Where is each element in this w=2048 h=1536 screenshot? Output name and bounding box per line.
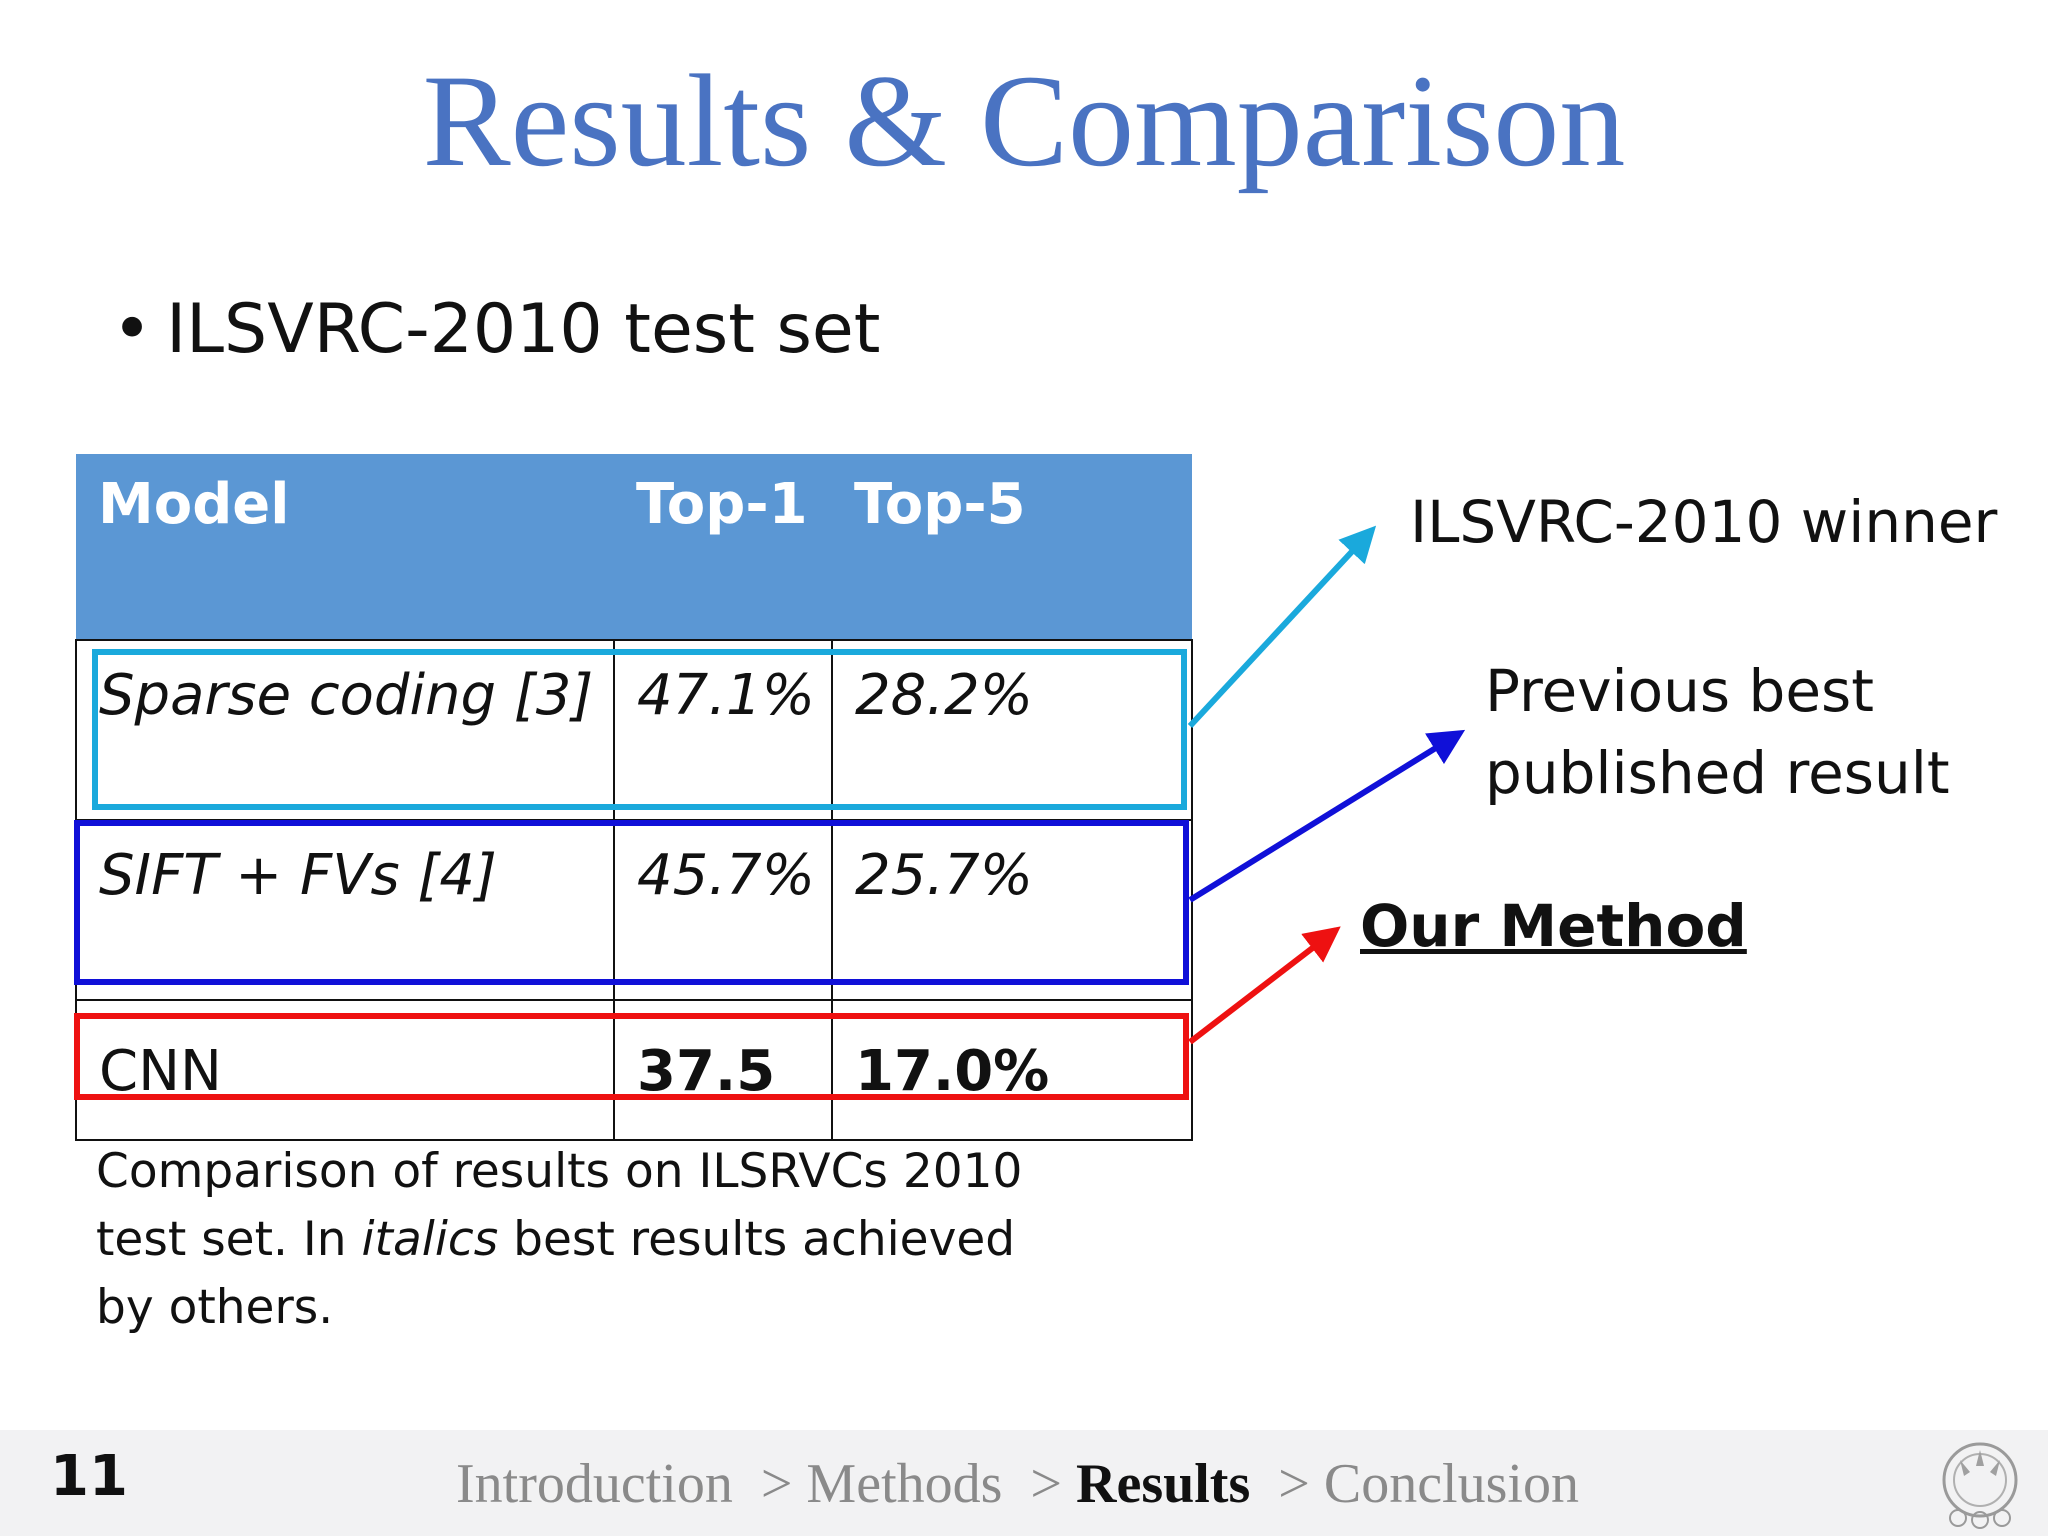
header-model: Model (76, 454, 614, 640)
slide-title: Results & Comparison (422, 47, 1626, 194)
cell-top1: 45.7% (613, 819, 833, 1001)
cell-top1: 47.1% (613, 639, 833, 821)
cell-top5: 25.7% (831, 819, 1193, 1001)
table-header-row: Model Top-1 Top-5 (76, 454, 1192, 640)
bullet-item: • ILSVRC-2010 test set (112, 290, 880, 369)
breadcrumb-results: Results (1076, 1453, 1251, 1515)
our-method-arrow (1188, 926, 1341, 1045)
table-row: SIFT + FVs [4] 45.7% 25.7% (75, 819, 1193, 1001)
cell-model: Sparse coding [3] (75, 639, 615, 821)
table-caption: Comparison of results on ILSRVCs 2010 te… (96, 1138, 1026, 1342)
caption-text-2: best results achieved by others. (96, 1212, 1016, 1335)
header-top1: Top-1 (614, 454, 832, 640)
table-row: CNN 37.5 17.0% (75, 999, 1193, 1141)
bullet-text: ILSVRC-2010 test set (166, 290, 881, 369)
caption-text-1: Comparison of results on ILSRVCs 2010 te… (96, 1144, 1023, 1267)
previous-best-line1: Previous best (1485, 657, 1875, 725)
cell-top5: 17.0% (831, 999, 1193, 1141)
cell-model: CNN (75, 999, 615, 1141)
previous-best-arrow (1188, 729, 1466, 903)
breadcrumb-separator: > (760, 1453, 793, 1515)
breadcrumb-introduction: Introduction (456, 1453, 733, 1515)
results-table: Model Top-1 Top-5 Sparse coding [3] 47.1… (75, 454, 1193, 1141)
breadcrumb: Introduction > Methods > Results > Conclusi… (456, 1452, 1579, 1516)
winner-arrow (1187, 525, 1377, 729)
bullet-dot-icon: • (112, 290, 153, 369)
page-number: 11 (50, 1444, 128, 1509)
previous-best-label: Previous best published result (1485, 650, 2005, 814)
breadcrumb-separator: > (1278, 1453, 1310, 1515)
institution-emblem-icon (1942, 1442, 2018, 1529)
header-top5: Top-5 (832, 454, 1192, 640)
cell-model: SIFT + FVs [4] (75, 819, 615, 1001)
breadcrumb-methods: Methods (806, 1453, 1003, 1515)
cell-top5: 28.2% (831, 639, 1193, 821)
winner-label: ILSVRC-2010 winner (1410, 488, 1998, 556)
slide-footer: 11 Introduction > Methods > Results > Concl… (0, 1430, 2048, 1536)
caption-italic: italics (361, 1212, 499, 1267)
breadcrumb-conclusion: Conclusion (1323, 1453, 1579, 1515)
our-method-label: Our Method (1360, 892, 1747, 960)
cell-top1: 37.5 (613, 999, 833, 1141)
table-row: Sparse coding [3] 47.1% 28.2% (75, 639, 1193, 821)
previous-best-line2: published result (1485, 739, 1950, 807)
breadcrumb-separator: > (1030, 1453, 1063, 1515)
